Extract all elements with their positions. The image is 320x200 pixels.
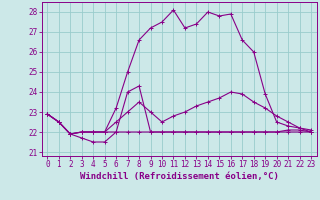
X-axis label: Windchill (Refroidissement éolien,°C): Windchill (Refroidissement éolien,°C) bbox=[80, 172, 279, 181]
